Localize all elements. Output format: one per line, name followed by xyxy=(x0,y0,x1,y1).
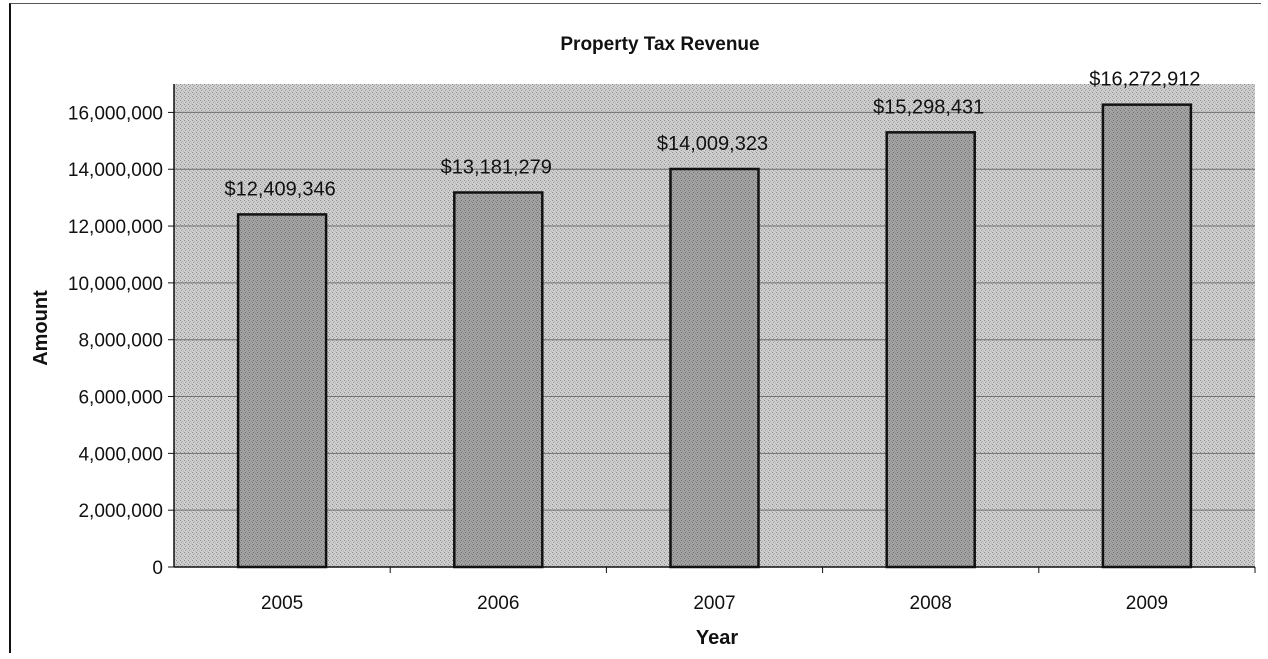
x-tick-labels: 2005 2006 2007 2008 2009 xyxy=(261,567,1256,614)
chart-frame xyxy=(9,3,1261,653)
y-axis-title: Amount xyxy=(30,290,52,366)
bar-2006 xyxy=(453,191,544,569)
y-tick-label: 12,000,000 xyxy=(68,217,163,238)
y-tick-label: 2,000,000 xyxy=(78,501,163,522)
y-tick-label: 14,000,000 xyxy=(68,160,163,181)
bar-2009 xyxy=(1101,103,1193,569)
y-tick-label: 10,000,000 xyxy=(68,274,163,295)
y-tick-label: 0 xyxy=(152,558,163,579)
x-axis-title: Year xyxy=(696,627,738,649)
data-label: $14,009,323 xyxy=(657,133,768,155)
data-label: $16,272,912 xyxy=(1089,69,1200,91)
x-tick-label: 2005 xyxy=(261,593,303,614)
x-tick-label: 2007 xyxy=(693,593,735,614)
bar-2007 xyxy=(669,167,760,569)
data-labels: $12,409,346 $13,181,279 $14,009,323 $15,298… xyxy=(224,69,1200,201)
data-label: $12,409,346 xyxy=(224,178,335,200)
x-tick-label: 2006 xyxy=(477,593,519,614)
y-tick-labels: 0 2,000,000 4,000,000 6,000,000 8,000,000 10,… xyxy=(68,103,163,579)
x-tick-label: 2009 xyxy=(1126,593,1168,614)
bar-2005 xyxy=(236,213,328,569)
bar-2008 xyxy=(885,131,976,569)
data-label: $15,298,431 xyxy=(873,96,984,118)
y-tick-label: 16,000,000 xyxy=(68,103,163,124)
y-tick-label: 8,000,000 xyxy=(78,331,163,352)
chart-title: Property Tax Revenue xyxy=(560,34,759,55)
x-tick-label: 2008 xyxy=(910,593,952,614)
y-tick-label: 4,000,000 xyxy=(78,444,163,465)
data-label: $13,181,279 xyxy=(441,156,552,178)
y-tick-label: 6,000,000 xyxy=(78,388,163,409)
